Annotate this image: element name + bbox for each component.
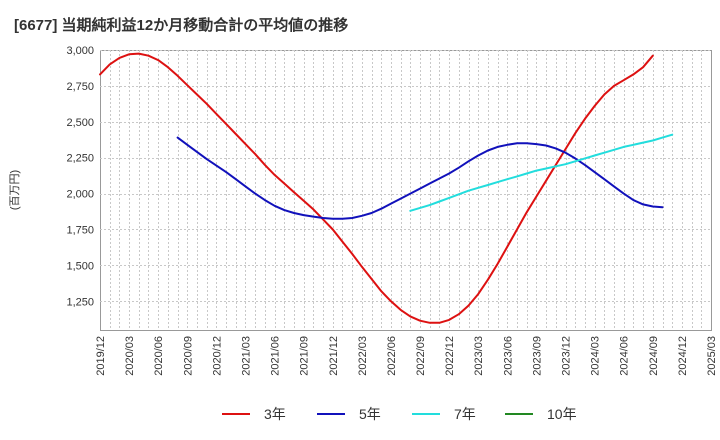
series-line-3年 [99,52,654,324]
x-tick-label: 2023/06 [502,336,514,376]
x-tick-label: 2024/12 [677,336,689,376]
legend-label: 3年 [264,406,286,422]
y-tick-label: 2,250 [66,153,94,165]
x-tick-label: 2021/09 [299,336,311,376]
y-tick-label: 1,750 [66,224,94,236]
x-tick-label: 2021/03 [240,336,252,376]
plot-area [100,50,712,331]
legend-label: 7年 [454,406,476,422]
x-tick-label: 2022/06 [386,336,398,376]
x-tick-label: 2020/03 [124,336,136,376]
x-tick-label: 2019/12 [95,336,107,376]
x-tick-label: 2023/09 [531,336,543,376]
x-tick-label: 2023/03 [473,336,485,376]
y-tick-label: 2,750 [66,81,94,93]
x-tick-label: 2021/12 [328,336,340,376]
series-line-5年 [176,136,664,220]
y-axis-label: (百万円) [9,170,21,210]
x-tick-label: 2020/06 [153,336,165,376]
legend: 3年 5年 7年 10年 [222,406,577,422]
chart-title: [6677] 当期純利益12か月移動合計の平均値の推移 [14,17,349,34]
legend-label: 5年 [359,406,381,422]
x-tick-label: 2024/03 [590,336,602,376]
x-tick-label: 2022/09 [415,336,427,376]
x-tick-label: 2022/12 [444,336,456,376]
x-tick-labels: 2019/12 2020/03 2020/06 2020/09 2020/12 2021/… [95,336,718,376]
legend-label: 10年 [547,406,577,422]
y-tick-labels: 1,250 1,500 1,750 2,000 2,250 2,500 2,750 3,000 [66,45,94,308]
x-tick-label: 2022/03 [357,336,369,376]
x-tick-label: 2023/12 [561,336,573,376]
y-tick-label: 3,000 [66,45,94,57]
grid-lines [100,50,711,330]
x-tick-label: 2020/09 [182,336,194,376]
y-tick-label: 2,500 [66,117,94,129]
y-tick-label: 2,000 [66,189,94,201]
y-tick-label: 1,250 [66,296,94,308]
x-tick-label: 2025/03 [706,336,718,376]
x-tick-label: 2024/09 [648,336,660,376]
y-tick-label: 1,500 [66,260,94,272]
x-tick-label: 2020/12 [211,336,223,376]
series-line-7年 [409,133,674,212]
series-lines [99,52,674,324]
x-tick-label: 2024/06 [619,336,631,376]
x-tick-label: 2021/06 [270,336,282,376]
